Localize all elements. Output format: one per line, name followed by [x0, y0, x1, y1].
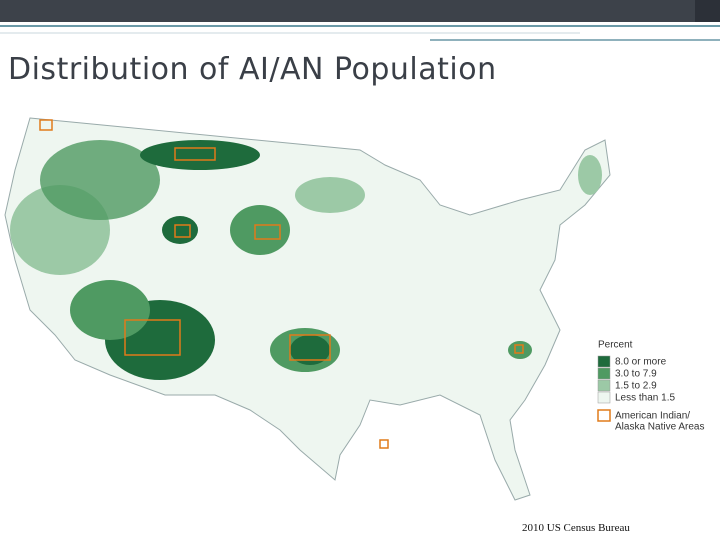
- region: [295, 177, 365, 213]
- legend-swatch: [597, 409, 611, 422]
- region: [40, 140, 160, 220]
- legend-swatch: [597, 379, 611, 392]
- legend-label: 8.0 or more: [615, 357, 667, 368]
- region: [578, 155, 602, 195]
- region: [162, 216, 198, 244]
- region: [290, 335, 330, 365]
- legend-label: American Indian/: [615, 411, 690, 422]
- region: [140, 140, 260, 170]
- legend-label: Alaska Native Areas: [615, 422, 705, 433]
- legend-label: 3.0 to 7.9: [615, 369, 657, 380]
- source: 2010 US Census Bureau: [522, 522, 630, 534]
- top-bar: [0, 0, 695, 22]
- us-outline: [4, 117, 611, 501]
- top-bar-end: [695, 0, 720, 22]
- slide-title: Distribution of AI/AN Population: [8, 52, 497, 87]
- legend-label: 1.5 to 2.9: [615, 381, 657, 392]
- region: [508, 341, 532, 359]
- legend-label: Less than 1.5: [615, 393, 675, 404]
- native-areas: [39, 119, 524, 449]
- region: [70, 280, 150, 340]
- legend-swatch: [597, 391, 611, 404]
- legend-swatch: [597, 355, 611, 368]
- map: [4, 117, 611, 501]
- legend-swatch: [597, 367, 611, 380]
- region: [230, 205, 290, 255]
- legend-title: Percent: [598, 340, 633, 351]
